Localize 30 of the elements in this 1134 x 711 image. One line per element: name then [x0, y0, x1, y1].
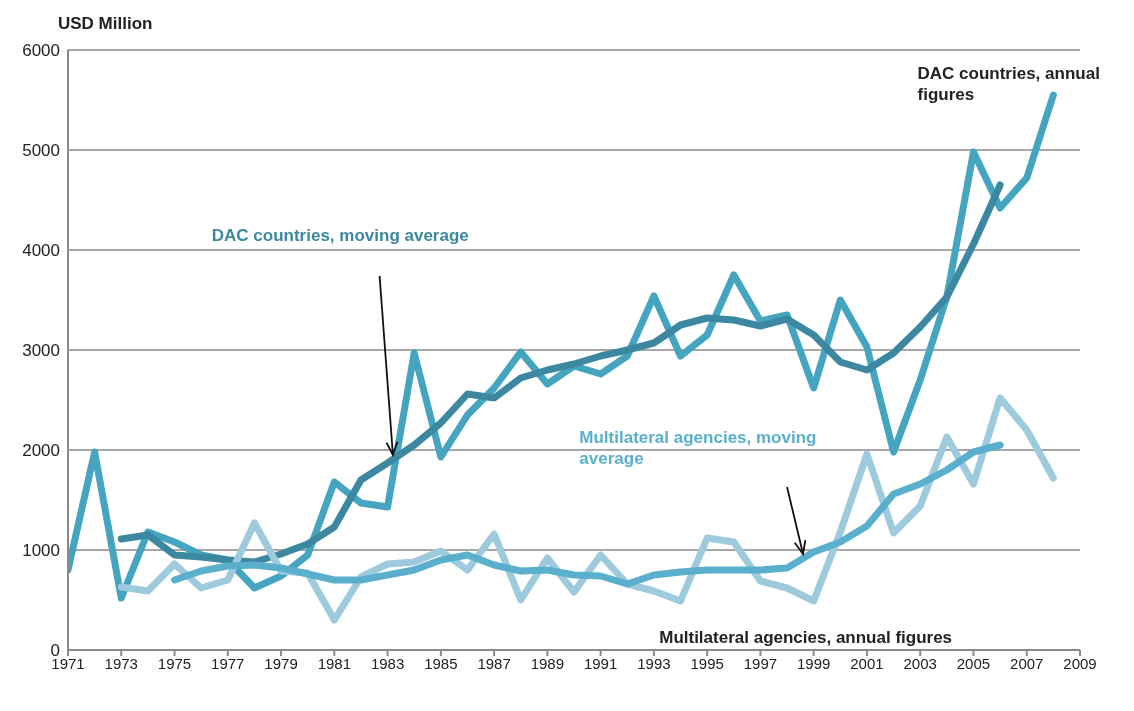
- x-tick-label: 2007: [1010, 654, 1044, 672]
- x-tick-label: 1973: [104, 654, 138, 672]
- x-tick-label: 1991: [583, 654, 618, 672]
- x-tick-label: 2005: [956, 654, 991, 672]
- x-tick-label: 1993: [637, 654, 671, 672]
- y-tick-label: 5000: [22, 141, 60, 161]
- x-tick-label: 1981: [317, 654, 351, 672]
- x-tick-label: 1983: [370, 654, 405, 672]
- x-tick-label: 1979: [264, 654, 298, 672]
- y-tick-label: 6000: [22, 41, 60, 61]
- x-tick-label: 1989: [530, 654, 565, 672]
- x-tick-label: 1999: [797, 654, 831, 672]
- x-tick-label: 2009: [1063, 654, 1097, 672]
- text: Multilateral agencies, moving average: [579, 427, 818, 469]
- x-tick-label: 1995: [690, 654, 724, 672]
- series-label: Multilateral agencies, annual figures: [659, 627, 954, 648]
- x-tick-label: 1987: [477, 654, 511, 672]
- x-tick-label: 2003: [903, 654, 937, 672]
- text: DAC countries, annual figures: [917, 63, 1101, 105]
- x-tick-label: 1977: [211, 654, 245, 672]
- x-tick-label: 1997: [743, 654, 778, 672]
- y-tick-label: 4000: [22, 241, 60, 261]
- y-tick-label: 2000: [22, 441, 60, 461]
- x-tick-label: 2001: [850, 654, 884, 672]
- y-tick-label: 1000: [22, 541, 60, 561]
- y-axis-title: USD Million: [58, 14, 153, 34]
- x-tick-label: 1975: [157, 654, 192, 672]
- y-tick-label: 3000: [22, 341, 60, 361]
- text: DAC countries, moving average: [211, 225, 470, 246]
- x-tick-label: 1985: [424, 654, 458, 672]
